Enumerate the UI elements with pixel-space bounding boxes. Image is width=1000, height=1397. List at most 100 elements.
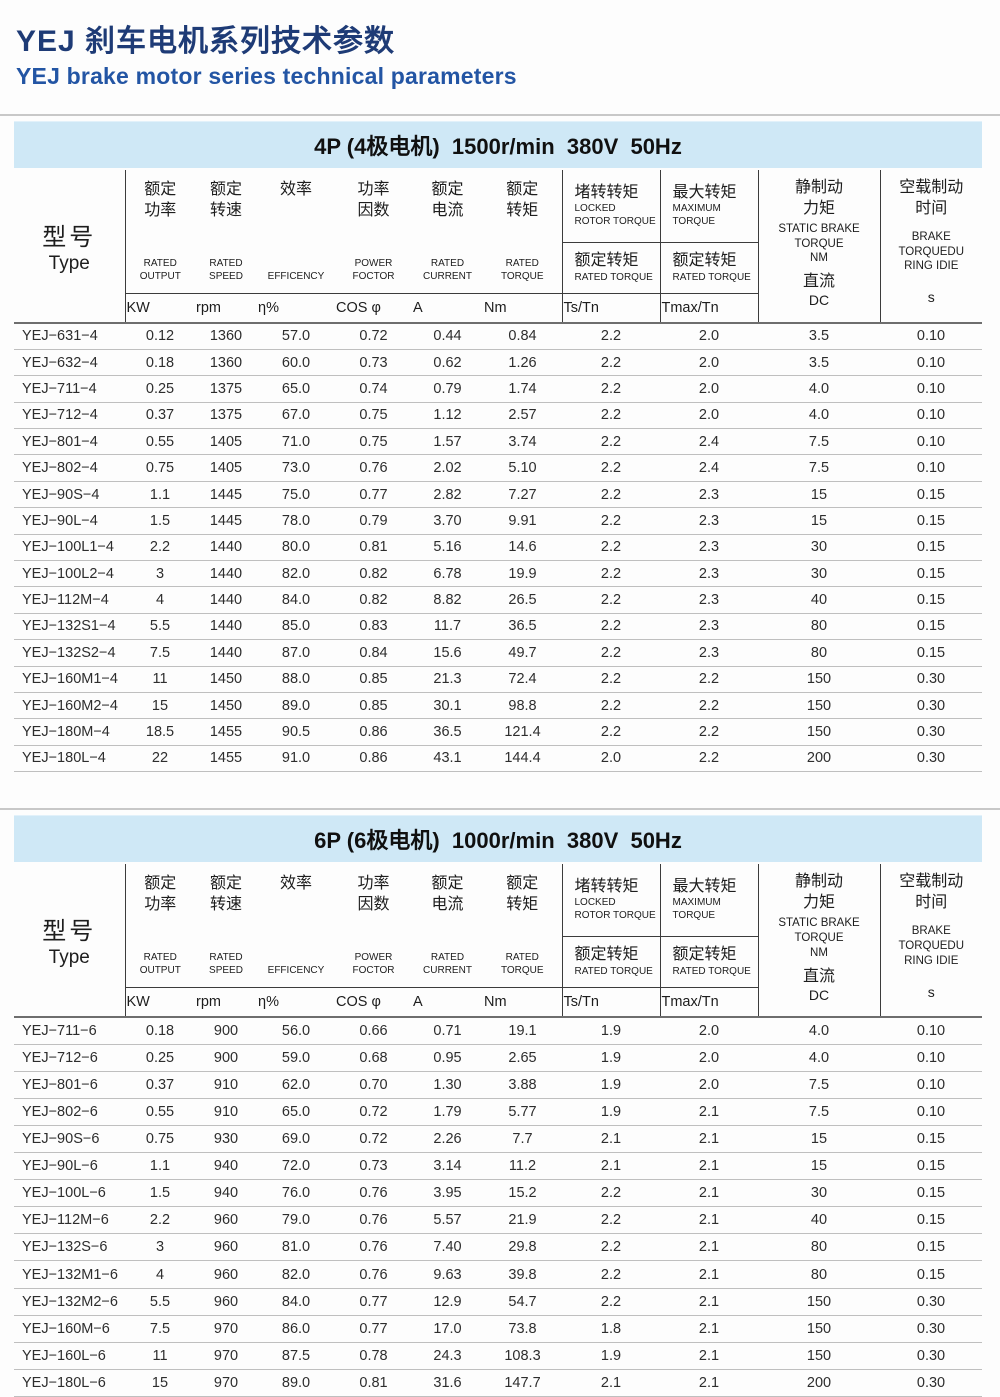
cell-rated-output-kw: 11 — [125, 1342, 195, 1370]
cell-static-brake-torque-dc: 15 — [758, 507, 880, 535]
static-brake-dc-unit: DC — [808, 292, 830, 309]
cell-type: YEJ−180M−4 — [14, 718, 125, 746]
cell-rated-current-a: 17.0 — [412, 1315, 483, 1343]
cell-type: YEJ−132S1−4 — [14, 613, 125, 641]
rated-speed-en: RATED SPEED — [209, 952, 243, 976]
divider-line — [0, 114, 1000, 116]
cell-static-brake-torque-dc: 150 — [758, 692, 880, 720]
cell-ts-tn: 2.2 — [562, 534, 660, 562]
cell-rated-speed-rpm: 900 — [195, 1044, 257, 1072]
cell-rated-speed-rpm: 1405 — [195, 428, 257, 456]
rated-torque-zh: 额定 转矩 — [506, 875, 539, 913]
cell-rated-speed-rpm: 960 — [195, 1288, 257, 1316]
cell-static-brake-torque-dc: 7.5 — [758, 1098, 880, 1127]
cell-brake-time-s: 0.30 — [880, 1315, 982, 1343]
static-brake-en: STATIC BRAKE TORQUE NM — [778, 222, 860, 265]
cell-static-brake-torque-dc: 40 — [758, 1206, 880, 1235]
cell-rated-output-kw: 0.55 — [125, 1098, 195, 1127]
static-brake-en: STATIC BRAKE TORQUE NM — [778, 916, 860, 959]
cell-power-factor-cos: 0.81 — [335, 1369, 412, 1397]
tmax-rated-torque-en: RATED TORQUE — [672, 966, 751, 978]
table-row: YEJ−90S−4 1.1 1445 75.0 0.77 2.82 7.27 2.2 2.3 15… — [14, 481, 982, 509]
sub-header-rated-torque-tmax: 额定转矩 RATED TORQUE — [659, 936, 758, 989]
cell-efficiency-pct: 71.0 — [257, 428, 335, 456]
cell-rated-speed-rpm: 1455 — [195, 718, 257, 746]
cell-rated-output-kw: 3 — [125, 560, 195, 588]
ts-rated-torque-zh: 额定转矩 — [574, 946, 639, 964]
cell-rated-current-a: 2.26 — [412, 1125, 483, 1154]
cell-rated-current-a: 0.79 — [412, 375, 483, 403]
cell-power-factor-cos: 0.77 — [335, 1315, 412, 1343]
col-header-rated-speed: 额定 转速 RATED SPEED — [195, 170, 257, 294]
cell-power-factor-cos: 0.79 — [335, 507, 412, 535]
rated-output-en: RATED OUTPUT — [139, 952, 181, 976]
ts-rated-torque-zh: 额定转矩 — [574, 252, 639, 270]
table-row: YEJ−160M2−4 15 1450 89.0 0.85 30.1 98.8 2.2 2.2 1… — [14, 692, 982, 720]
unit-cos-phi: COS φ — [335, 987, 412, 1018]
cell-power-factor-cos: 0.72 — [335, 1125, 412, 1154]
cell-rated-current-a: 2.82 — [412, 481, 483, 509]
cell-ts-tn: 2.2 — [562, 586, 660, 614]
table-body: YEJ−711−6 0.18 900 56.0 0.66 0.71 19.1 1.9 2.0 4.… — [14, 1016, 982, 1397]
cell-power-factor-cos: 0.82 — [335, 560, 412, 588]
cell-efficiency-pct: 56.0 — [257, 1016, 335, 1045]
cell-brake-time-s: 0.30 — [880, 1288, 982, 1316]
parameters-table: 型号 Type 额定 功率 RATED OUTPUT 额定 转速 RATED S… — [14, 170, 982, 773]
cell-efficiency-pct: 72.0 — [257, 1152, 335, 1181]
cell-ts-tn: 2.2 — [562, 1288, 660, 1316]
cell-rated-output-kw: 0.25 — [125, 1044, 195, 1072]
cell-efficiency-pct: 65.0 — [257, 1098, 335, 1127]
cell-rated-torque-nm: 26.5 — [483, 586, 562, 614]
cell-type: YEJ−132M2−6 — [14, 1288, 125, 1316]
cell-rated-current-a: 9.63 — [412, 1260, 483, 1289]
cell-rated-speed-rpm: 1440 — [195, 560, 257, 588]
rated-current-en: RATED CURRENT — [423, 952, 472, 976]
col-header-rated-torque: 额定 转矩 RATED TORQUE — [483, 864, 562, 989]
cell-power-factor-cos: 0.81 — [335, 534, 412, 562]
tmax-rated-torque-en: RATED TORQUE — [672, 272, 751, 284]
efficiency-en: EFFICENCY — [267, 964, 325, 976]
cell-rated-current-a: 0.95 — [412, 1044, 483, 1072]
cell-type: YEJ−711−4 — [14, 375, 125, 403]
cell-type: YEJ−112M−4 — [14, 586, 125, 614]
cell-rated-output-kw: 1.1 — [125, 481, 195, 509]
cell-rated-speed-rpm: 970 — [195, 1342, 257, 1370]
cell-rated-current-a: 43.1 — [412, 745, 483, 773]
cell-rated-current-a: 1.30 — [412, 1071, 483, 1099]
cell-rated-torque-nm: 72.4 — [483, 666, 562, 693]
table-row: YEJ−160M−6 7.5 970 86.0 0.77 17.0 73.8 1.8 2.1 15… — [14, 1315, 982, 1343]
cell-rated-speed-rpm: 1440 — [195, 586, 257, 614]
page-title-en: YEJ brake motor series technical paramet… — [16, 63, 517, 89]
cell-rated-speed-rpm: 1360 — [195, 322, 257, 350]
unit-ts-tn: Ts/Tn — [561, 987, 660, 1018]
rated-output-zh: 额定 功率 — [144, 875, 177, 913]
cell-rated-output-kw: 5.5 — [125, 613, 195, 641]
table-row: YEJ−100L−6 1.5 940 76.0 0.76 3.95 15.2 2.2 2.1 30… — [14, 1179, 982, 1208]
cell-brake-time-s: 0.10 — [880, 454, 982, 482]
cell-static-brake-torque-dc: 15 — [758, 1125, 880, 1154]
cell-tmax-tn: 2.1 — [660, 1179, 758, 1208]
cell-rated-torque-nm: 19.1 — [483, 1016, 562, 1045]
efficiency-zh: 效率 — [279, 875, 312, 893]
col-header-rated-current: 额定 电流 RATED CURRENT — [412, 864, 483, 989]
unit-rpm: rpm — [195, 293, 257, 324]
cell-efficiency-pct: 82.0 — [257, 1260, 335, 1289]
table-row: YEJ−180M−4 18.5 1455 90.5 0.86 36.5 121.4 2.2 2.… — [14, 718, 982, 746]
cell-rated-output-kw: 7.5 — [125, 1315, 195, 1343]
cell-brake-time-s: 0.30 — [880, 1342, 982, 1370]
cell-type: YEJ−801−4 — [14, 428, 125, 456]
cell-type: YEJ−631−4 — [14, 322, 125, 350]
no-load-zh: 空载制动 时间 — [899, 873, 964, 911]
cell-brake-time-s: 0.10 — [880, 1071, 982, 1099]
cell-tmax-tn: 2.2 — [660, 692, 758, 720]
cell-rated-torque-nm: 73.8 — [483, 1315, 562, 1343]
unit-cos-phi: COS φ — [335, 293, 412, 324]
cell-type: YEJ−90S−4 — [14, 481, 125, 509]
cell-tmax-tn: 2.0 — [660, 402, 758, 430]
cell-power-factor-cos: 0.86 — [335, 718, 412, 746]
rated-output-en: RATED OUTPUT — [139, 258, 181, 282]
cell-rated-speed-rpm: 900 — [195, 1016, 257, 1045]
cell-type: YEJ−712−6 — [14, 1044, 125, 1072]
cell-brake-time-s: 0.15 — [880, 481, 982, 509]
cell-brake-time-s: 0.15 — [880, 507, 982, 535]
